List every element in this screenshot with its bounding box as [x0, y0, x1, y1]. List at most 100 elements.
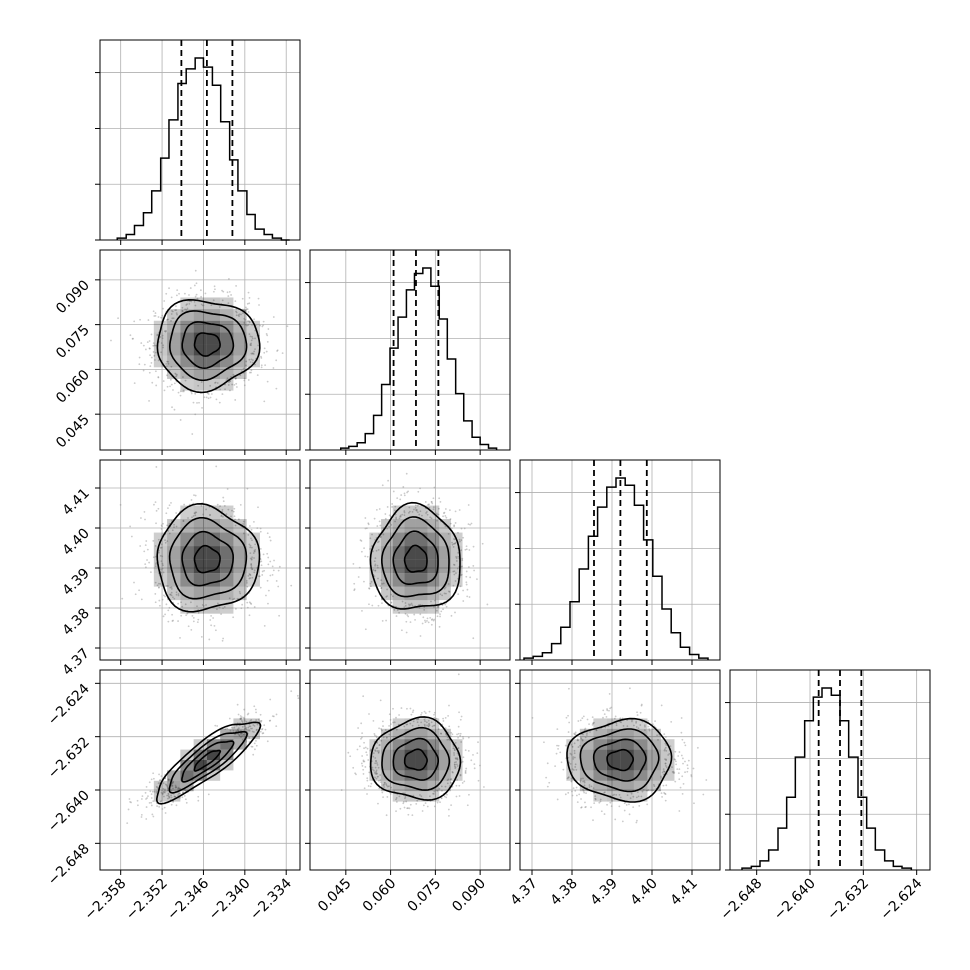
- scatter-point: [158, 604, 161, 607]
- scatter-point: [263, 624, 266, 627]
- scatter-point: [181, 310, 184, 313]
- density-cell: [220, 378, 234, 391]
- scatter-point: [473, 569, 475, 572]
- scatter-point: [151, 381, 154, 384]
- density-cell: [593, 739, 607, 750]
- scatter-point: [571, 794, 574, 797]
- scatter-point: [571, 745, 574, 748]
- scatter-point: [365, 751, 368, 754]
- scatter-point: [174, 372, 177, 375]
- density-cell: [415, 749, 428, 760]
- scatter-point: [275, 580, 278, 582]
- scatter-point: [383, 781, 386, 784]
- scatter-point: [573, 752, 576, 755]
- scatter-point: [258, 575, 261, 578]
- scatter-point: [262, 320, 265, 323]
- density-cell: [153, 532, 168, 547]
- scatter-point: [168, 606, 171, 609]
- scatter-point: [263, 351, 266, 354]
- scatter-point: [615, 793, 618, 796]
- scatter-point: [247, 291, 250, 294]
- scatter-point: [225, 513, 228, 516]
- scatter-point: [402, 802, 405, 805]
- scatter-point: [155, 563, 157, 565]
- scatter-point: [196, 605, 198, 608]
- scatter-point: [153, 354, 156, 357]
- scatter-point: [677, 755, 680, 757]
- density-cell: [381, 586, 393, 601]
- scatter-point: [370, 748, 372, 751]
- scatter-point: [430, 623, 433, 626]
- scatter-point: [259, 530, 262, 533]
- scatter-point: [403, 511, 406, 514]
- scatter-point: [254, 363, 256, 366]
- scatter-point: [262, 553, 265, 556]
- scatter-point: [247, 324, 250, 326]
- density-cell: [415, 573, 428, 587]
- scatter-point: [453, 752, 455, 754]
- scatter-point: [242, 716, 245, 719]
- scatter-point: [445, 796, 448, 799]
- scatter-point: [464, 548, 467, 551]
- scatter-point: [250, 528, 253, 531]
- scatter-point: [247, 534, 250, 536]
- density-cell: [167, 791, 181, 802]
- scatter-point: [573, 749, 576, 752]
- scatter-point: [652, 728, 654, 730]
- scatter-point: [354, 772, 357, 775]
- scatter-point: [383, 786, 385, 788]
- scatter-point: [663, 771, 666, 773]
- scatter-point: [261, 728, 263, 731]
- scatter-point: [457, 551, 460, 554]
- scatter-point: [197, 384, 200, 387]
- frame-3-2: [519, 669, 721, 871]
- scatter-point: [705, 779, 708, 781]
- scatter-point: [352, 563, 355, 565]
- scatter-point: [144, 544, 147, 546]
- scatter-point: [453, 538, 456, 541]
- scatter-point: [376, 762, 378, 764]
- scatter-point: [157, 359, 160, 362]
- scatter-point: [170, 790, 173, 793]
- scatter-point: [396, 609, 399, 612]
- scatter-point: [190, 628, 193, 631]
- contour-3-2-2: [592, 738, 647, 782]
- scatter-point: [421, 514, 423, 517]
- scatter-point: [178, 292, 180, 295]
- scatter-point: [378, 744, 381, 746]
- scatter-point: [230, 294, 232, 296]
- scatter-point: [182, 519, 185, 522]
- scatter-point: [564, 744, 567, 747]
- scatter-point: [602, 716, 604, 719]
- scatter-point: [155, 384, 158, 387]
- scatter-point: [175, 804, 178, 807]
- scatter-point: [635, 726, 638, 728]
- panel-2-1: [305, 459, 511, 665]
- scatter-point: [382, 736, 385, 739]
- scatter-point: [233, 383, 236, 386]
- density-cell: [620, 728, 634, 740]
- scatter-point: [357, 576, 360, 578]
- scatter-point: [265, 333, 268, 335]
- scatter-point: [194, 413, 197, 416]
- scatter-point: [246, 606, 249, 609]
- scatter-point: [152, 351, 155, 353]
- scatter-point: [376, 775, 379, 778]
- scatter-point: [465, 548, 468, 551]
- scatter-point: [465, 767, 468, 770]
- scatter-point: [249, 335, 252, 338]
- density-cell: [381, 760, 393, 771]
- density-cell: [193, 367, 207, 379]
- scatter-point: [611, 800, 613, 802]
- scatter-point: [252, 724, 255, 726]
- frame-2-0: [99, 459, 301, 661]
- scatter-point: [414, 506, 417, 509]
- scatter-point: [224, 388, 226, 391]
- scatter-point: [245, 740, 248, 743]
- scatter-point: [433, 713, 435, 716]
- scatter-point: [399, 515, 402, 518]
- scatter-point: [369, 548, 371, 550]
- scatter-point: [244, 310, 247, 312]
- scatter-point: [166, 787, 169, 789]
- scatter-point: [690, 774, 693, 776]
